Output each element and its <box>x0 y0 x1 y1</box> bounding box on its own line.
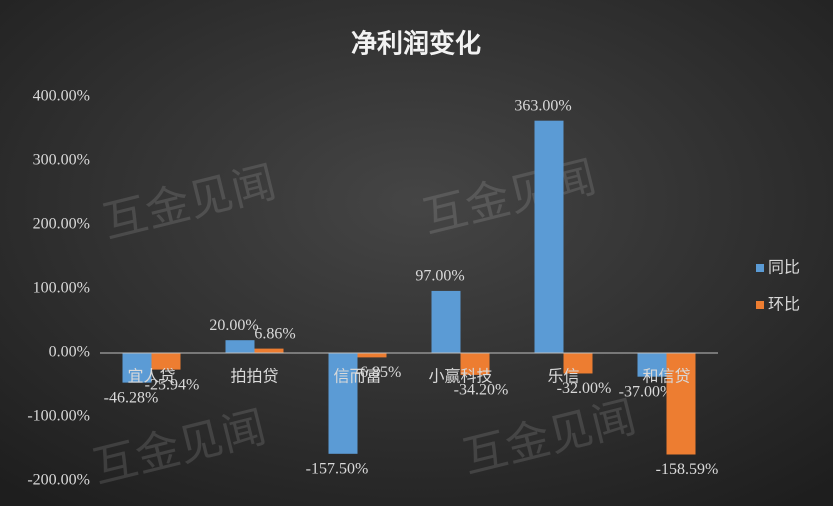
y-tick-label: 0.00% <box>49 344 90 361</box>
bar <box>151 353 181 370</box>
data-label: 363.00% <box>514 97 571 114</box>
data-label: -32.00% <box>557 380 612 397</box>
bar <box>534 120 564 354</box>
y-tick-label: 300.00% <box>33 152 90 169</box>
data-label: 6.86% <box>254 325 295 342</box>
data-label: -37.00% <box>619 383 674 400</box>
x-tick-label: 信而富 <box>333 367 381 386</box>
legend-swatch <box>756 301 764 309</box>
x-tick-label: 乐信 <box>547 367 579 386</box>
data-label: -46.28% <box>104 389 159 406</box>
data-label: 97.00% <box>415 268 464 285</box>
y-tick-label: -100.00% <box>27 408 90 425</box>
data-label: -6.85% <box>355 364 402 381</box>
bar <box>122 353 152 383</box>
legend-label: 同比 <box>768 258 800 277</box>
y-tick-label: -200.00% <box>27 472 90 489</box>
x-tick-label: 宜人贷 <box>127 367 175 386</box>
x-tick-label: 拍拍贷 <box>230 367 278 386</box>
bar <box>328 353 358 454</box>
bar <box>637 353 667 377</box>
y-tick-label: 400.00% <box>33 88 90 105</box>
y-tick-label: 200.00% <box>33 216 90 233</box>
bar <box>460 353 490 375</box>
data-label: -157.50% <box>306 460 369 477</box>
bar <box>666 353 696 455</box>
bar <box>254 348 284 353</box>
data-label: -158.59% <box>656 461 719 478</box>
data-label: -25.94% <box>145 376 200 393</box>
x-tick-label: 小赢科技 <box>428 367 492 386</box>
legend-swatch <box>756 264 764 272</box>
x-tick-label: 和信贷 <box>642 367 690 386</box>
bar <box>225 340 255 353</box>
data-label: -34.20% <box>454 382 509 399</box>
bar <box>431 290 461 353</box>
chart-title: 净利润变化 <box>351 29 481 60</box>
data-label: 20.00% <box>209 317 258 334</box>
bar <box>357 353 387 358</box>
legend-label: 环比 <box>768 295 800 314</box>
bar <box>563 353 593 374</box>
y-tick-label: 100.00% <box>33 280 90 297</box>
